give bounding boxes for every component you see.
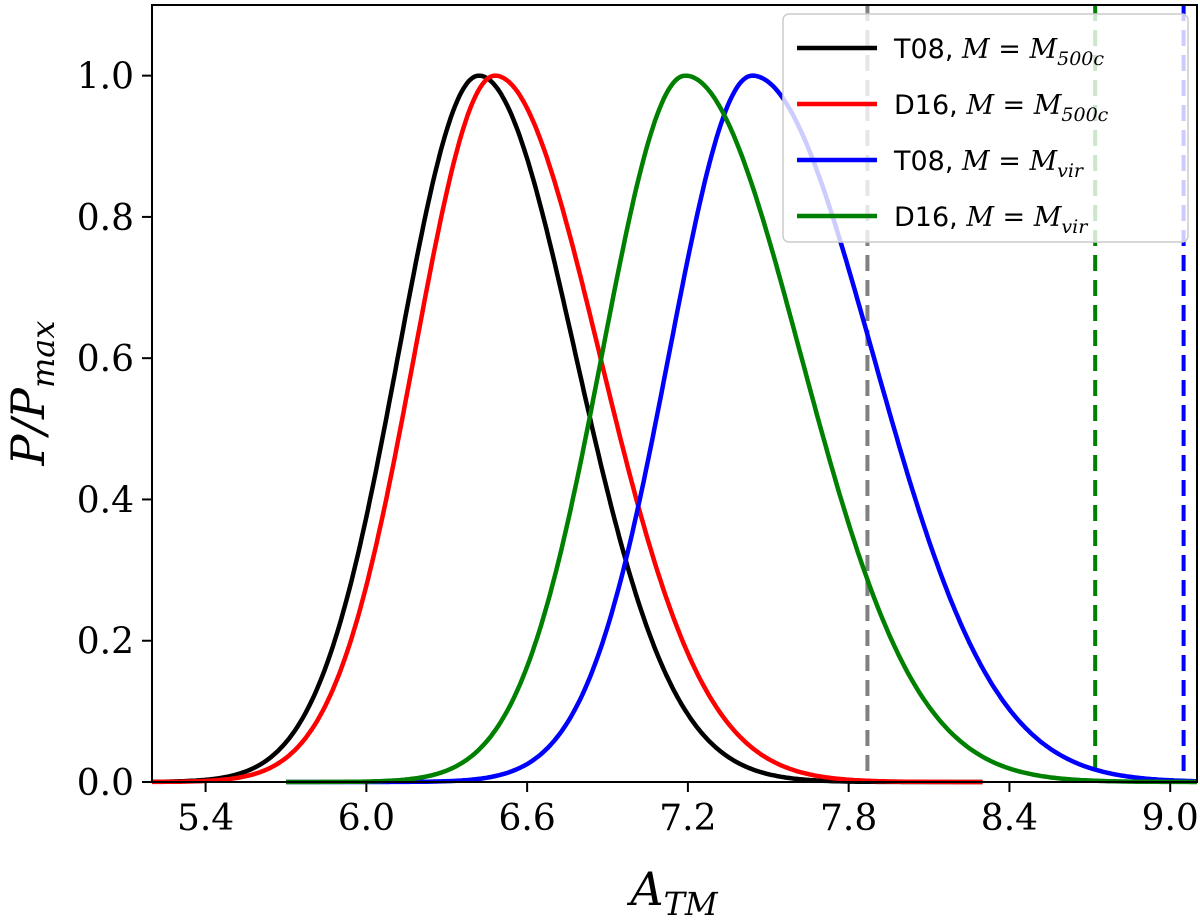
legend-label-0: T08, M = M500c bbox=[893, 34, 1104, 70]
legend: T08, M = M500c D16, M = M500c T08, M = Mvi… bbox=[782, 13, 1189, 243]
series-line-1 bbox=[151, 73, 983, 785]
x-tick-label: 7.8 bbox=[820, 798, 877, 839]
legend-label-3: D16, M = Mvir bbox=[894, 202, 1089, 238]
legend-label-1: D16, M = M500c bbox=[894, 90, 1109, 126]
y-tick-label: 0.8 bbox=[77, 198, 134, 239]
x-tick-label: 5.4 bbox=[177, 798, 234, 839]
legend-label-2: T08, M = Mvir bbox=[893, 146, 1085, 182]
legend-box bbox=[782, 13, 1189, 243]
y-axis-label: P/Pmax bbox=[1, 321, 62, 467]
y-tick-label: 0.4 bbox=[77, 480, 134, 521]
x-tick-label: 6.0 bbox=[338, 798, 395, 839]
x-tick-label: 7.2 bbox=[659, 798, 716, 839]
x-tick-label: 6.6 bbox=[498, 798, 555, 839]
series-line-3 bbox=[286, 73, 1197, 785]
x-tick-label: 8.4 bbox=[981, 798, 1038, 839]
plot-frame bbox=[151, 4, 1198, 783]
y-tick-label: 0.6 bbox=[77, 339, 134, 380]
y-tick-label: 0.2 bbox=[77, 622, 134, 663]
x-axis-ticks: 5.4 6.0 6.6 7.2 7.8 8.4 9.0 bbox=[177, 782, 1199, 839]
y-tick-label: 1.0 bbox=[77, 57, 134, 98]
x-tick-label: 9.0 bbox=[1142, 798, 1199, 839]
x-axis-label: ATM bbox=[626, 862, 719, 923]
y-tick-label: 0.0 bbox=[77, 763, 134, 804]
y-axis-ticks: 0.0 0.2 0.4 0.6 0.8 1.0 bbox=[77, 57, 152, 804]
